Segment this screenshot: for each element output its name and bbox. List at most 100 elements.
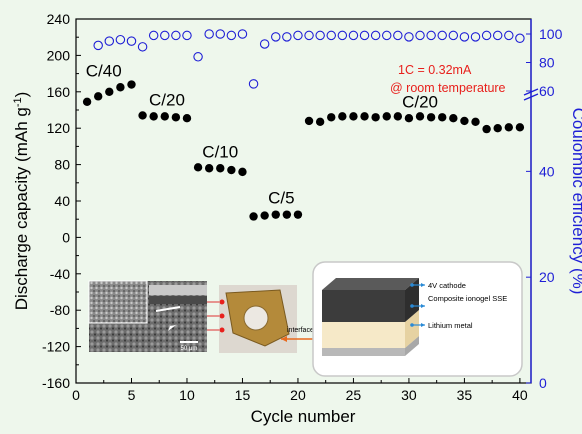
discharge-capacity-point xyxy=(227,165,236,175)
discharge-capacity-point xyxy=(204,164,214,173)
coulombic-efficiency-point xyxy=(381,30,392,41)
x-tick-label: 40 xyxy=(512,387,528,403)
coulombic-efficiency-point xyxy=(370,30,381,41)
y-left-tick-label: 0 xyxy=(62,229,70,245)
coulombic-efficiency-point xyxy=(282,32,292,42)
x-axis-ticks: 0 5 10 15 20 25 30 35 40 xyxy=(72,378,528,403)
discharge-capacity-point xyxy=(171,113,181,122)
rate-label: C/10 xyxy=(202,142,238,161)
x-tick-label: 5 xyxy=(128,387,136,403)
coulombic-efficiency-point xyxy=(93,40,103,51)
y-right-axis-label: Coulombic efficiency (%) xyxy=(569,108,582,295)
rate-label: C/20 xyxy=(149,90,185,109)
discharge-capacity-point xyxy=(404,113,414,123)
x-axis-label: Cycle number xyxy=(251,407,356,426)
discharge-capacity-point xyxy=(415,112,425,121)
coulombic-efficiency-point xyxy=(148,30,159,41)
coulombic-efficiency-point xyxy=(448,30,459,41)
coulombic-efficiency-point xyxy=(304,30,314,41)
coulombic-efficiency-point xyxy=(248,79,259,89)
coulombic-efficiency-point xyxy=(160,30,170,41)
discharge-capacity-point xyxy=(238,167,247,177)
x-tick-label: 20 xyxy=(290,387,306,403)
y-left-tick-label: 80 xyxy=(54,157,70,173)
discharge-capacity-point xyxy=(349,112,358,121)
discharge-capacity-point xyxy=(493,124,502,133)
discharge-capacity-point xyxy=(449,113,458,123)
x-tick-label: 0 xyxy=(72,387,80,403)
x-tick-label: 25 xyxy=(346,387,362,403)
y-left-axis-label: Discharge capacity (mAh g-1) xyxy=(12,92,31,311)
coulombic-efficiency-point xyxy=(470,32,481,42)
coulombic-efficiency-point xyxy=(504,30,514,41)
inset-membrane-photo xyxy=(219,285,297,353)
coulombic-efficiency-point xyxy=(393,30,403,41)
discharge-capacity-point xyxy=(382,112,391,121)
discharge-capacity-point xyxy=(216,164,225,173)
y-left-tick-label: 40 xyxy=(54,193,70,209)
x-tick-label: 15 xyxy=(235,387,251,403)
coulombic-efficiency-point xyxy=(492,30,503,41)
coulombic-efficiency-point xyxy=(182,30,192,41)
y-right-axis-ticks: 0 20 40 60 80 100 xyxy=(526,26,563,391)
coulombic-efficiency-point xyxy=(271,32,281,42)
discharge-capacity-point xyxy=(105,87,114,97)
condition-label-line2: @ room temperature xyxy=(390,81,506,95)
y-left-tick-label: -160 xyxy=(42,375,70,391)
rate-label: C/20 xyxy=(402,92,438,111)
x-tick-label: 35 xyxy=(457,387,473,403)
discharge-capacity-point xyxy=(338,112,347,121)
discharge-capacity-point xyxy=(293,210,303,219)
discharge-capacity-point xyxy=(504,123,514,132)
coulombic-efficiency-point xyxy=(126,36,137,46)
coulombic-efficiency-point xyxy=(115,34,126,45)
y-left-tick-label: 200 xyxy=(47,47,71,63)
inset-battery-schematic: interface 4V cathode Composite ionogel S… xyxy=(281,261,523,377)
y-right-tick-label: 40 xyxy=(539,163,555,179)
discharge-capacity-point xyxy=(138,111,147,120)
y-left-tick-label: -120 xyxy=(42,339,70,355)
layer-label-cathode: 4V cathode xyxy=(428,281,466,290)
data-marks xyxy=(82,29,525,221)
coulombic-efficiency-point xyxy=(293,30,303,41)
y-right-tick-label: 60 xyxy=(539,83,555,99)
discharge-capacity-point xyxy=(438,113,447,122)
discharge-capacity-point xyxy=(327,113,336,122)
coulombic-efficiency-point xyxy=(171,30,181,41)
coulombic-efficiency-point xyxy=(437,30,447,41)
discharge-capacity-point xyxy=(116,83,125,92)
layer-label-electrolyte: Composite ionogel SSE xyxy=(428,294,507,303)
coulombic-efficiency-point xyxy=(104,36,115,46)
right-axis-break xyxy=(523,88,539,101)
coulombic-efficiency-point xyxy=(315,30,325,41)
discharge-capacity-point xyxy=(82,97,92,107)
discharge-capacity-point xyxy=(127,80,136,89)
coulombic-efficiency-point xyxy=(204,29,214,39)
coulombic-efficiency-point xyxy=(515,33,525,44)
y-right-tick-label: 0 xyxy=(539,375,547,391)
y-left-tick-label: 160 xyxy=(47,84,71,100)
y-left-tick-label: -40 xyxy=(50,266,70,282)
coulombic-efficiency-point xyxy=(259,39,270,49)
inset-sem-image: 50 μm xyxy=(88,280,222,352)
rate-label: C/40 xyxy=(86,61,122,80)
discharge-capacity-point xyxy=(393,112,403,121)
x-tick-label: 10 xyxy=(179,387,195,403)
coulombic-efficiency-point xyxy=(404,32,414,42)
coulombic-efficiency-point xyxy=(415,30,425,41)
discharge-capacity-point xyxy=(371,113,380,122)
x-tick-label: 30 xyxy=(401,387,417,403)
coulombic-efficiency-point xyxy=(193,52,203,62)
discharge-capacity-point xyxy=(304,116,314,126)
y-left-tick-label: -80 xyxy=(50,302,70,318)
y-right-tick-label: 80 xyxy=(539,55,555,71)
interface-label: interface xyxy=(287,327,314,334)
discharge-capacity-point xyxy=(160,112,169,121)
y-left-tick-label: 120 xyxy=(47,120,71,136)
coulombic-efficiency-point xyxy=(348,30,359,41)
coulombic-efficiency-point xyxy=(326,30,336,41)
discharge-capacity-point xyxy=(93,92,103,101)
layer-label-lithium: Lithium metal xyxy=(428,321,473,330)
